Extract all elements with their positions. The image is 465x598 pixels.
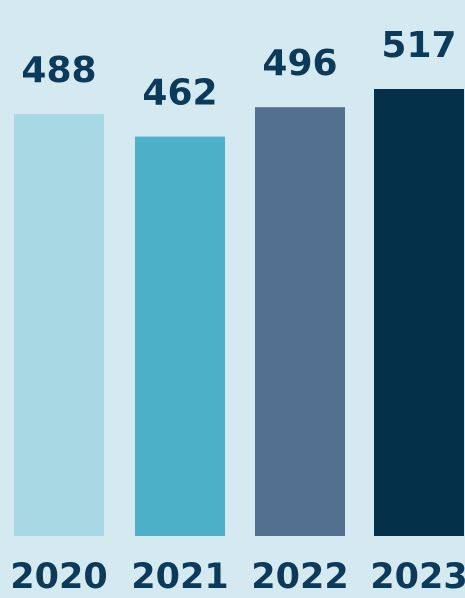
category-label-2021: 2021 — [131, 557, 228, 597]
bars-group — [14, 89, 464, 536]
value-label-2021: 462 — [142, 73, 217, 114]
value-labels-group: 488 462 496 517 — [21, 25, 456, 114]
value-label-2022: 496 — [262, 43, 337, 84]
category-label-2020: 2020 — [10, 557, 107, 597]
value-label-2020: 488 — [21, 50, 96, 91]
category-label-2023: 2023 — [370, 557, 465, 597]
bar-2021 — [135, 136, 225, 536]
bar-2023 — [374, 89, 464, 536]
value-label-2023: 517 — [381, 25, 456, 66]
bar-2020 — [14, 114, 104, 536]
category-labels-group: 2020 2021 2022 2023 — [10, 557, 465, 597]
category-label-2022: 2022 — [251, 557, 348, 597]
bar-2022 — [255, 107, 345, 536]
